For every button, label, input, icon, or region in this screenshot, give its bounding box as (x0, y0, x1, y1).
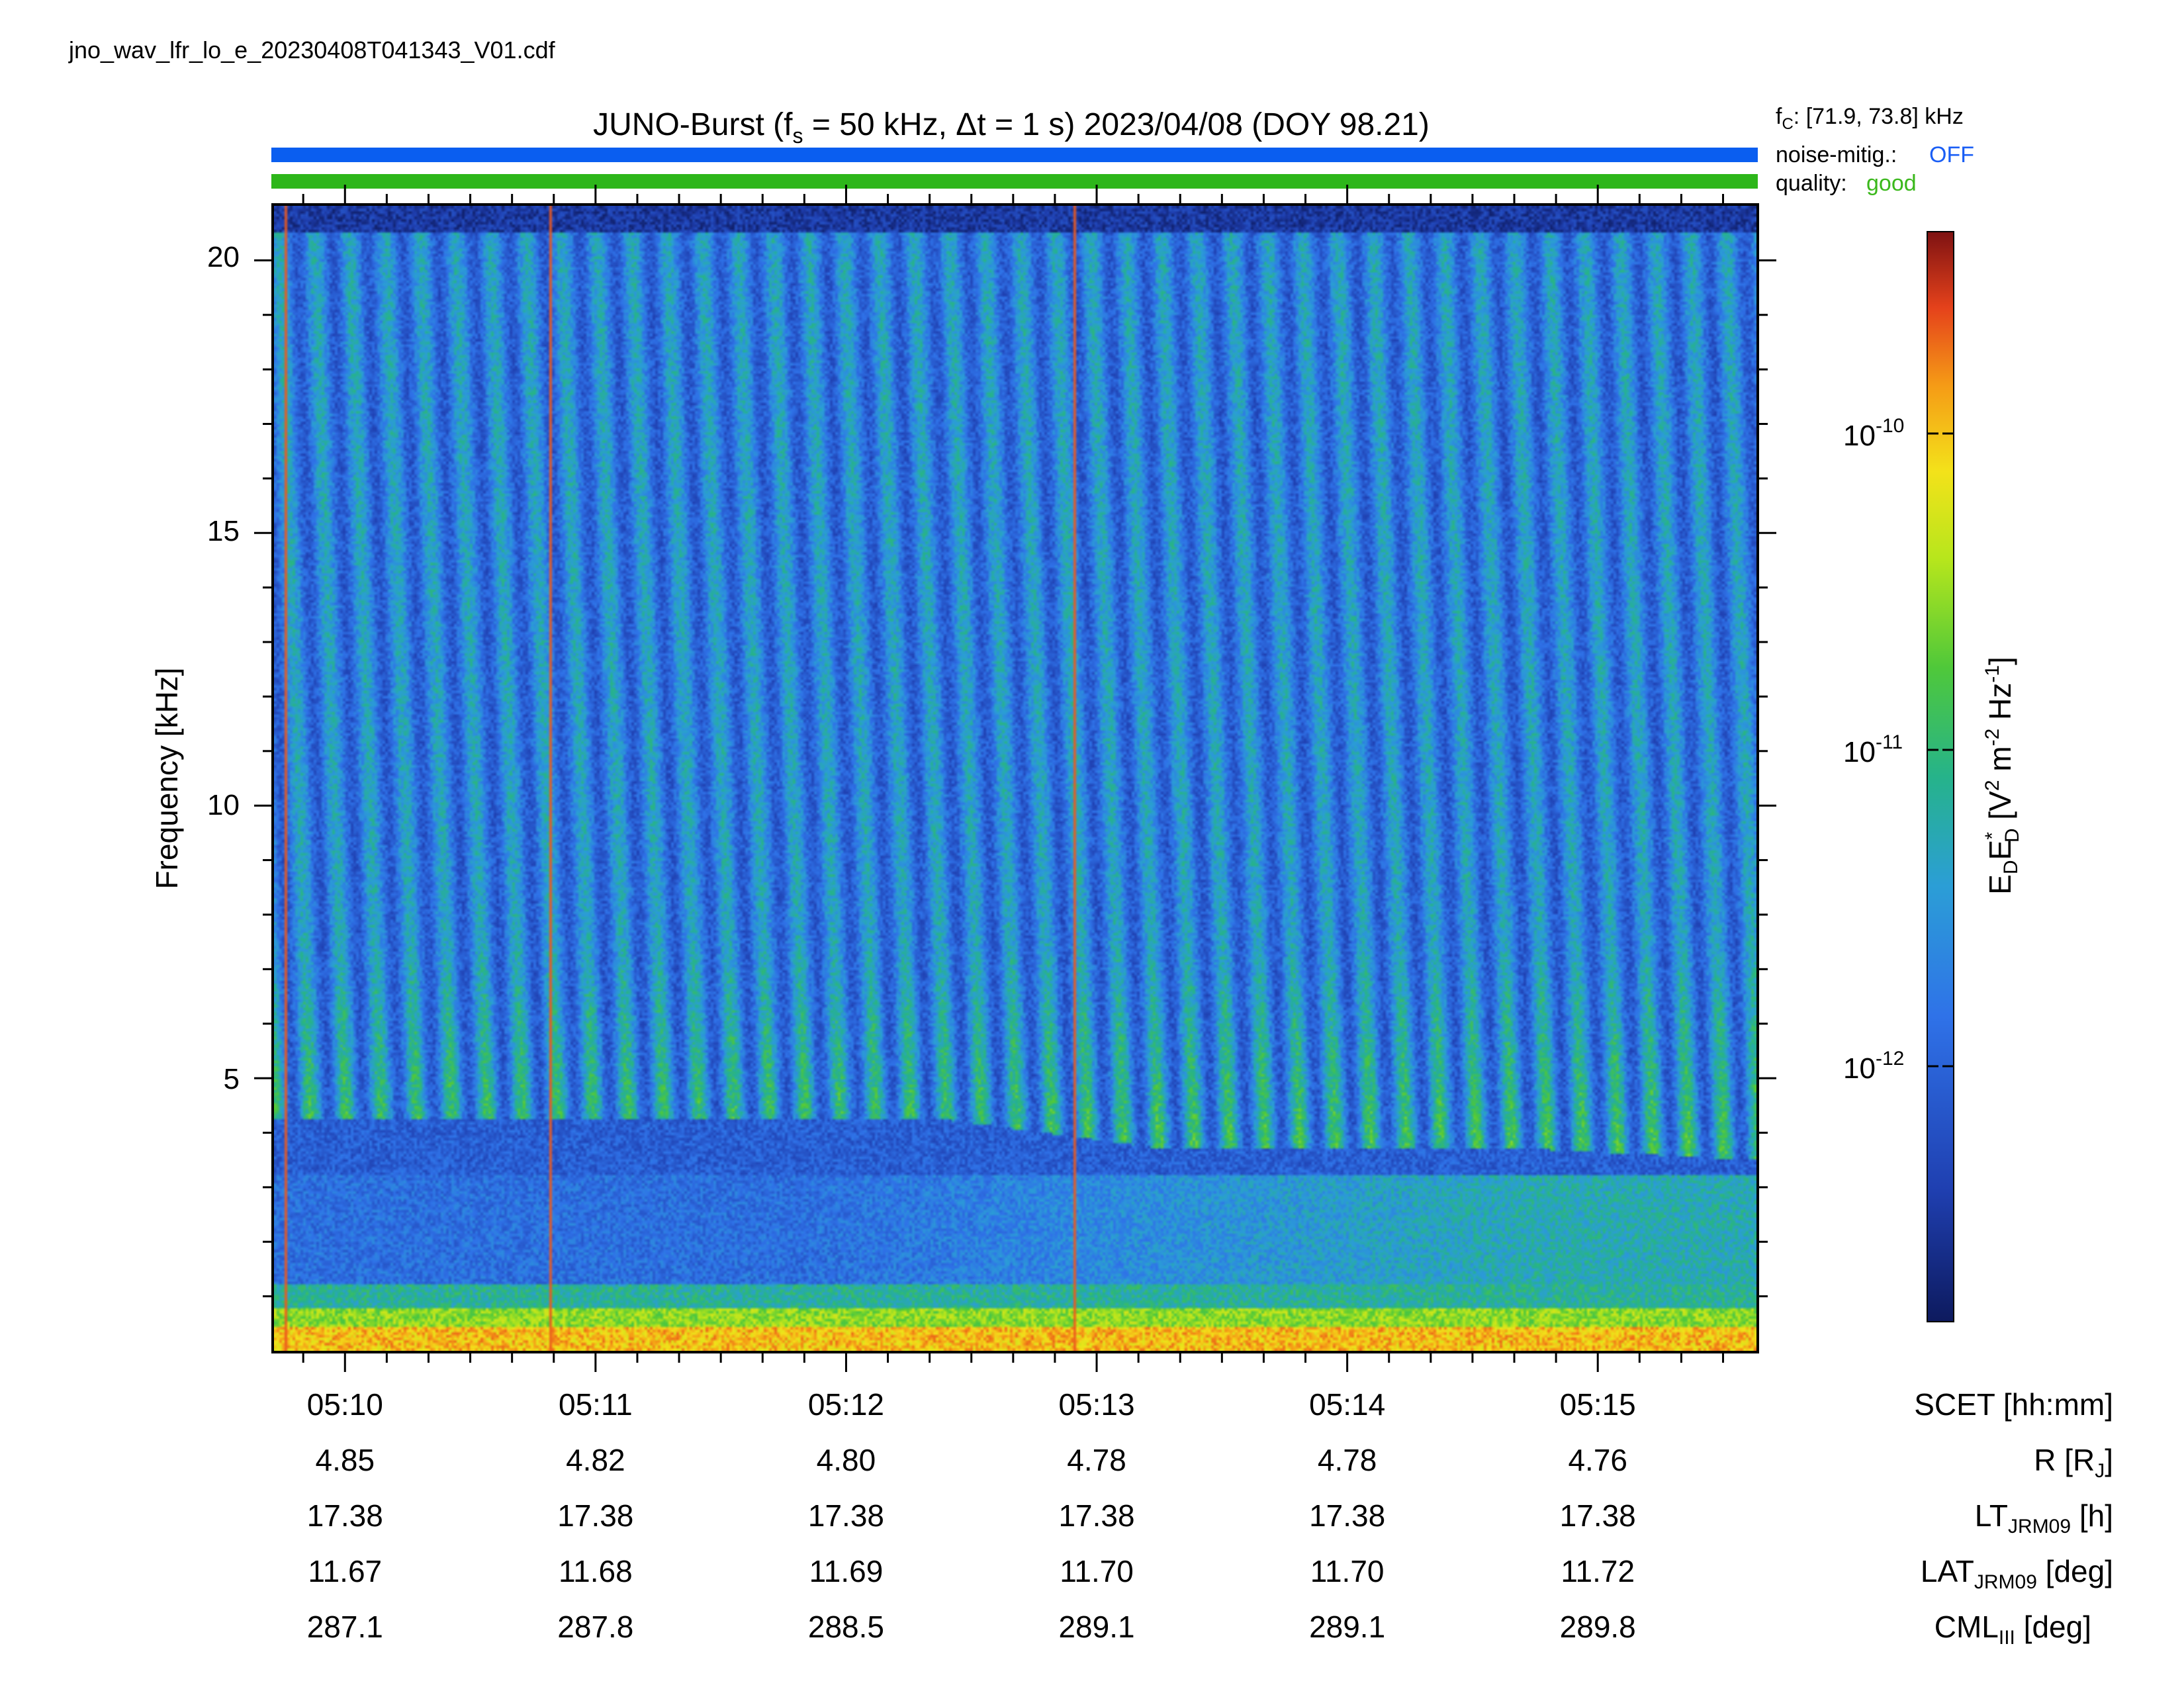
ephemeris-value: 11.70 (1060, 1554, 1134, 1588)
spectrogram-heatmap (274, 206, 1756, 1351)
ephemeris-value: 4.76 (1568, 1443, 1627, 1477)
x-tick-label: 05:12 (808, 1387, 884, 1422)
x-tick-label: 05:14 (1309, 1387, 1385, 1422)
chart-title: JUNO-Burst (fs = 50 kHz, Δt = 1 s) 2023/… (593, 107, 1430, 148)
quality-value: good (1866, 171, 1917, 196)
ephem-label-lat: LATJRM09 [deg] (1921, 1554, 2113, 1593)
noise-mitigation-bar (271, 148, 1758, 162)
quality-label: quality: (1776, 171, 1847, 196)
y-axis-label: Frequency [kHz] (150, 668, 184, 890)
colorbar-tick-label-1e-10: 10-10 (1843, 415, 1904, 452)
quality-bar (271, 174, 1758, 189)
ephemeris-value: 11.72 (1561, 1554, 1635, 1588)
ephem-label-lt: LTJRM09 [h] (1975, 1498, 2113, 1537)
ephemeris-value: 289.1 (1309, 1610, 1385, 1644)
noise-mitigation-label: noise-mitig.: (1776, 142, 1897, 167)
ephemeris-value: 17.38 (1309, 1498, 1385, 1533)
ephemeris-value: 17.38 (808, 1498, 884, 1533)
y-tick-label-15: 15 (207, 515, 240, 547)
ephemeris-value: 4.82 (566, 1443, 625, 1477)
x-tick-label: 05:11 (559, 1387, 633, 1422)
noise-mitigation-value: OFF (1929, 142, 1974, 167)
ephemeris-value: 11.68 (559, 1554, 633, 1588)
ephem-label-r: R [RJ] (2034, 1443, 2113, 1482)
plot-frame (271, 203, 1759, 1353)
colorbar-label: EDE*D [V2 m-2 Hz-1] (1981, 657, 2023, 895)
title-fs-subscript: s (792, 124, 803, 148)
ephemeris-value: 11.69 (809, 1554, 884, 1588)
filename-label: jno_wav_lfr_lo_e_20230408T041343_V01.cdf (68, 36, 556, 64)
y-tick-label-20: 20 (207, 241, 240, 273)
fc-label: fC: [71.9, 73.8] kHz (1776, 104, 1964, 133)
title-prefix: JUNO-Burst (f (593, 107, 793, 142)
ephemeris-value: 17.38 (1058, 1498, 1134, 1533)
x-axis-ticks (302, 185, 1725, 1372)
ephemeris-value: 17.38 (557, 1498, 633, 1533)
y-axis-ticks (254, 259, 1776, 1298)
colorbar-tick-label-1e-11: 10-11 (1843, 731, 1903, 768)
y-tick-label-5: 5 (224, 1063, 240, 1095)
x-tick-label: 05:10 (307, 1387, 383, 1422)
colorbar (1927, 231, 1954, 1322)
y-tick-label-10: 10 (207, 789, 240, 821)
ephemeris-table: 05:10 4.85 17.38 11.67 287.1 05:11 4.82 17.38 11… (307, 1387, 1636, 1644)
ephemeris-value: 287.1 (307, 1610, 383, 1644)
ephemeris-value: 17.38 (307, 1498, 383, 1533)
colorbar-ticks (1927, 432, 1954, 1068)
ephemeris-value: 289.1 (1058, 1610, 1134, 1644)
x-tick-label: 05:13 (1058, 1387, 1134, 1422)
ephemeris-value: 4.80 (817, 1443, 876, 1477)
ephemeris-value: 11.70 (1310, 1554, 1385, 1588)
ephemeris-value: 17.38 (1560, 1498, 1636, 1533)
ephemeris-value: 4.78 (1067, 1443, 1126, 1477)
ephemeris-value: 11.67 (308, 1554, 382, 1588)
ephemeris-value: 289.8 (1560, 1610, 1636, 1644)
ephemeris-value: 4.78 (1318, 1443, 1377, 1477)
ephemeris-value: 288.5 (808, 1610, 884, 1644)
ephemeris-value: 287.8 (557, 1610, 633, 1644)
title-rest: = 50 kHz, Δt = 1 s) 2023/04/08 (DOY 98.2… (803, 107, 1429, 142)
ephem-label-cml: CMLIII [deg] (1934, 1610, 2091, 1649)
x-tick-label: 05:15 (1560, 1387, 1636, 1422)
spectrogram-image (274, 206, 1756, 1351)
ephem-label-scet: SCET [hh:mm] (1914, 1387, 2113, 1422)
ephemeris-value: 4.85 (316, 1443, 375, 1477)
colorbar-tick-label-1e-12: 10-12 (1843, 1048, 1904, 1085)
